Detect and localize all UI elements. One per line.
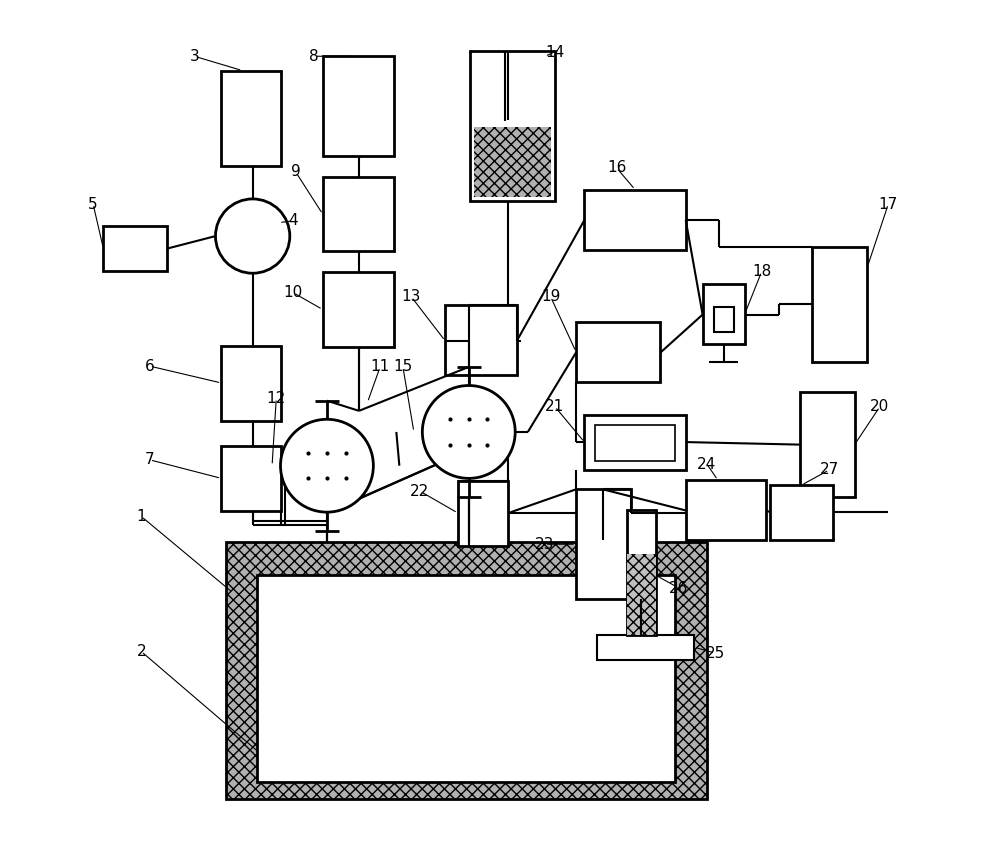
Text: 27: 27 <box>820 462 839 478</box>
Text: 11: 11 <box>370 359 390 374</box>
Bar <box>221 446 281 512</box>
Text: 7: 7 <box>145 452 154 468</box>
Bar <box>226 542 707 800</box>
Text: 16: 16 <box>607 160 626 175</box>
Text: 25: 25 <box>706 645 725 661</box>
Bar <box>686 480 766 540</box>
Bar <box>576 322 660 382</box>
Bar <box>470 51 555 201</box>
Bar <box>103 226 167 271</box>
Bar <box>323 56 394 156</box>
Bar <box>221 70 281 166</box>
Bar <box>812 247 867 362</box>
Text: 18: 18 <box>752 264 771 279</box>
Text: 21: 21 <box>545 399 564 414</box>
Text: 9: 9 <box>291 164 301 180</box>
Bar <box>770 485 833 540</box>
Bar <box>257 575 675 783</box>
Bar <box>627 554 656 634</box>
Text: 14: 14 <box>545 45 564 59</box>
Text: 1: 1 <box>136 509 146 523</box>
Bar <box>597 634 694 660</box>
Text: 24: 24 <box>697 457 716 472</box>
Bar <box>584 415 686 470</box>
Text: 4: 4 <box>288 213 298 229</box>
Bar <box>800 392 855 497</box>
Bar <box>714 307 734 332</box>
Bar <box>323 177 394 252</box>
Text: 6: 6 <box>145 358 155 374</box>
Text: 10: 10 <box>284 285 303 300</box>
Bar <box>445 305 517 375</box>
Bar <box>576 490 631 599</box>
Text: 20: 20 <box>870 399 890 414</box>
Text: 3: 3 <box>190 49 199 64</box>
Bar <box>703 285 745 344</box>
Text: 13: 13 <box>402 290 421 304</box>
Bar <box>458 481 508 546</box>
Bar <box>221 346 281 421</box>
Text: 15: 15 <box>393 359 413 374</box>
Text: 5: 5 <box>88 197 98 212</box>
Bar <box>474 127 551 197</box>
Text: 2: 2 <box>136 644 146 659</box>
Text: 23: 23 <box>535 537 554 551</box>
Bar <box>627 510 656 634</box>
Circle shape <box>281 419 373 512</box>
Circle shape <box>215 199 290 274</box>
Text: 8: 8 <box>309 49 319 64</box>
Text: 26: 26 <box>669 581 689 595</box>
Bar <box>595 425 675 462</box>
Circle shape <box>422 385 515 479</box>
Bar <box>323 273 394 346</box>
Text: 19: 19 <box>541 290 560 304</box>
Text: 22: 22 <box>410 484 429 499</box>
Text: 17: 17 <box>879 197 898 212</box>
Bar <box>584 190 686 250</box>
Text: 12: 12 <box>267 390 286 406</box>
